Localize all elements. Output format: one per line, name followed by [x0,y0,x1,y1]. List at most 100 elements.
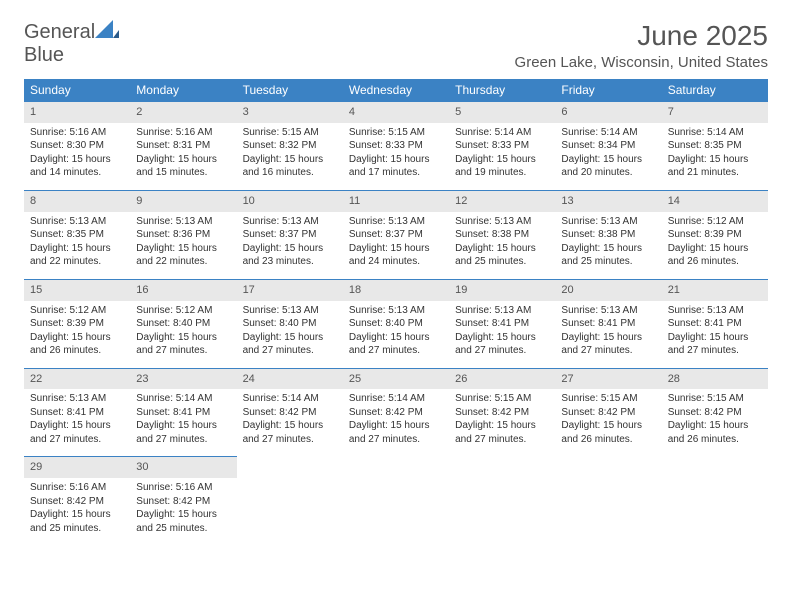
day-number: 23 [130,368,236,389]
sunrise-line: Sunrise: 5:13 AM [561,215,655,229]
sunset-line: Sunset: 8:40 PM [136,317,230,331]
daylight-line: Daylight: 15 hours and 21 minutes. [668,153,762,180]
daylight-line: Daylight: 15 hours and 25 minutes. [561,242,655,269]
day-number: 7 [662,102,768,123]
sunrise-line: Sunrise: 5:13 AM [243,304,337,318]
day-cell: Sunrise: 5:16 AMSunset: 8:30 PMDaylight:… [24,123,130,191]
day-number: 24 [237,368,343,389]
day-number: 26 [449,368,555,389]
sunrise-line: Sunrise: 5:14 AM [561,126,655,140]
day-number: 21 [662,279,768,300]
day-number: 15 [24,279,130,300]
day-number: 13 [555,190,661,211]
daylight-line: Daylight: 15 hours and 23 minutes. [243,242,337,269]
day-cell: Sunrise: 5:15 AMSunset: 8:42 PMDaylight:… [662,389,768,457]
sunset-line: Sunset: 8:42 PM [243,406,337,420]
sunset-line: Sunset: 8:39 PM [30,317,124,331]
sunset-line: Sunset: 8:31 PM [136,139,230,153]
day-cell: Sunrise: 5:13 AMSunset: 8:36 PMDaylight:… [130,212,236,280]
day-cell: Sunrise: 5:12 AMSunset: 8:40 PMDaylight:… [130,301,236,369]
daylight-line: Daylight: 15 hours and 27 minutes. [136,419,230,446]
empty-cell [237,457,343,478]
weekday-header: Wednesday [343,79,449,102]
daylight-line: Daylight: 15 hours and 25 minutes. [30,508,124,535]
weekday-header: Tuesday [237,79,343,102]
daylight-line: Daylight: 15 hours and 27 minutes. [136,331,230,358]
day-number: 11 [343,190,449,211]
sunrise-line: Sunrise: 5:13 AM [668,304,762,318]
day-cell: Sunrise: 5:16 AMSunset: 8:31 PMDaylight:… [130,123,236,191]
sunset-line: Sunset: 8:40 PM [243,317,337,331]
daylight-line: Daylight: 15 hours and 27 minutes. [30,419,124,446]
weekday-header: Thursday [449,79,555,102]
day-number: 25 [343,368,449,389]
day-number: 20 [555,279,661,300]
sunrise-line: Sunrise: 5:15 AM [561,392,655,406]
header: General Blue June 2025 Green Lake, Wisco… [24,20,768,71]
day-cell: Sunrise: 5:16 AMSunset: 8:42 PMDaylight:… [24,478,130,545]
day-cell: Sunrise: 5:14 AMSunset: 8:42 PMDaylight:… [237,389,343,457]
day-cell: Sunrise: 5:13 AMSunset: 8:41 PMDaylight:… [555,301,661,369]
daylight-line: Daylight: 15 hours and 15 minutes. [136,153,230,180]
day-content-row: Sunrise: 5:12 AMSunset: 8:39 PMDaylight:… [24,301,768,369]
daylight-line: Daylight: 15 hours and 20 minutes. [561,153,655,180]
day-number: 8 [24,190,130,211]
day-cell: Sunrise: 5:13 AMSunset: 8:35 PMDaylight:… [24,212,130,280]
day-cell: Sunrise: 5:13 AMSunset: 8:41 PMDaylight:… [449,301,555,369]
day-cell: Sunrise: 5:14 AMSunset: 8:42 PMDaylight:… [343,389,449,457]
daylight-line: Daylight: 15 hours and 27 minutes. [668,331,762,358]
daylight-line: Daylight: 15 hours and 26 minutes. [668,419,762,446]
empty-cell [237,478,343,545]
day-number: 3 [237,102,343,123]
weekday-header: Friday [555,79,661,102]
day-cell: Sunrise: 5:15 AMSunset: 8:42 PMDaylight:… [449,389,555,457]
day-cell: Sunrise: 5:13 AMSunset: 8:38 PMDaylight:… [555,212,661,280]
day-number: 2 [130,102,236,123]
daylight-line: Daylight: 15 hours and 17 minutes. [349,153,443,180]
day-cell: Sunrise: 5:13 AMSunset: 8:41 PMDaylight:… [24,389,130,457]
sunset-line: Sunset: 8:33 PM [349,139,443,153]
empty-cell [343,457,449,478]
sunset-line: Sunset: 8:39 PM [668,228,762,242]
day-number-row: 22232425262728 [24,368,768,389]
sunrise-line: Sunrise: 5:13 AM [455,215,549,229]
day-number-row: 1234567 [24,102,768,123]
day-number: 1 [24,102,130,123]
title-block: June 2025 Green Lake, Wisconsin, United … [515,20,768,71]
sunrise-line: Sunrise: 5:13 AM [349,215,443,229]
sunrise-line: Sunrise: 5:14 AM [243,392,337,406]
logo-text: General Blue [24,20,119,67]
empty-cell [662,478,768,545]
sunrise-line: Sunrise: 5:12 AM [136,304,230,318]
empty-cell [555,478,661,545]
sunrise-line: Sunrise: 5:14 AM [668,126,762,140]
sunset-line: Sunset: 8:42 PM [561,406,655,420]
empty-cell [343,478,449,545]
sunset-line: Sunset: 8:35 PM [30,228,124,242]
daylight-line: Daylight: 15 hours and 27 minutes. [243,419,337,446]
day-cell: Sunrise: 5:12 AMSunset: 8:39 PMDaylight:… [662,212,768,280]
sunset-line: Sunset: 8:36 PM [136,228,230,242]
logo-triangle-icon [95,20,119,38]
day-content-row: Sunrise: 5:13 AM Sunset: 8:35 PM Daylight:… [24,212,768,280]
empty-cell [555,457,661,478]
sunset-line: Sunset: 8:42 PM [455,406,549,420]
empty-cell [449,478,555,545]
weekday-header-row: SundayMondayTuesdayWednesdayThursdayFrid… [24,79,768,102]
daylight-line: Daylight: 15 hours and 26 minutes. [668,242,762,269]
day-cell: Sunrise: 5:13 AMSunset: 8:41 PMDaylight:… [662,301,768,369]
day-cell: Sunrise: 5:15 AMSunset: 8:32 PMDaylight:… [237,123,343,191]
daylight-line: Daylight: 15 hours and 26 minutes. [30,331,124,358]
day-cell: Sunrise: 5:14 AMSunset: 8:41 PMDaylight:… [130,389,236,457]
sunrise-line: Sunrise: 5:15 AM [349,126,443,140]
sunset-line: Sunset: 8:41 PM [455,317,549,331]
calendar-body: 1234567Sunrise: 5:16 AMSunset: 8:30 PMDa… [24,102,768,546]
day-number: 10 [237,190,343,211]
day-number: 12 [449,190,555,211]
empty-cell [662,457,768,478]
sunrise-line: Sunrise: 5:14 AM [349,392,443,406]
sunset-line: Sunset: 8:42 PM [349,406,443,420]
sunrise-line: Sunrise: 5:13 AM [136,215,230,229]
day-cell: Sunrise: 5:13 AMSunset: 8:37 PMDaylight:… [237,212,343,280]
day-number: 5 [449,102,555,123]
